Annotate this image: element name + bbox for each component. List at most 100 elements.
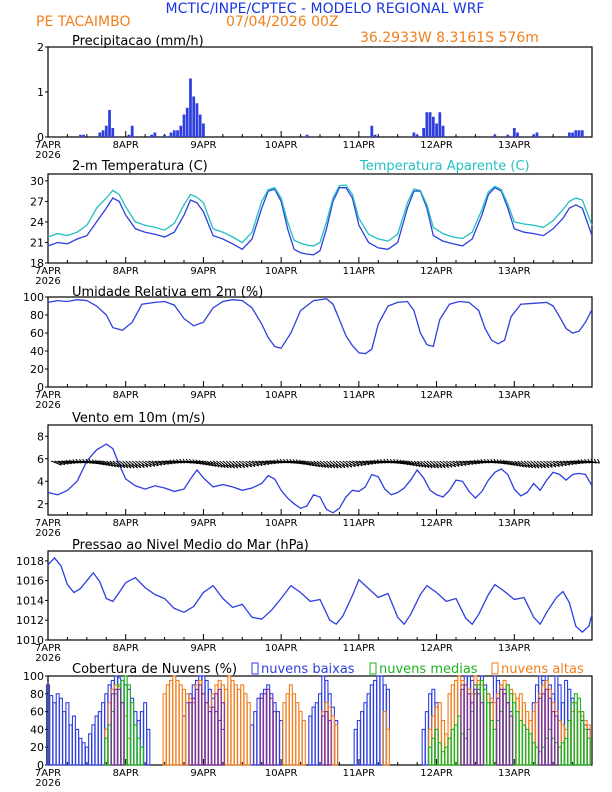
wind-barb — [51, 460, 62, 466]
wind-barb — [154, 460, 166, 466]
wind-barb — [122, 460, 132, 469]
wind-barb — [245, 460, 256, 467]
series-line-wind-blue — [47, 443, 593, 514]
bar-precip-blue — [172, 130, 176, 137]
bar-precip-blue — [415, 134, 419, 137]
ytick-label-clouds: 40 — [30, 723, 44, 736]
bar-precip-blue — [412, 132, 416, 137]
wind-barb — [533, 460, 543, 469]
wind-barb — [144, 460, 155, 467]
wind-barb — [274, 460, 286, 464]
wind-barb — [462, 460, 474, 465]
wind-barb — [167, 460, 179, 464]
bar-precip-blue — [422, 128, 425, 137]
wind-barb — [429, 460, 439, 469]
wind-barb — [271, 460, 283, 464]
wind-barb — [106, 460, 116, 468]
wind-barb — [229, 460, 239, 469]
xtick-label-wind: 8APR — [113, 518, 139, 529]
bar-clouds-green — [586, 737, 591, 766]
wind-barb — [569, 460, 581, 465]
wind-barb — [446, 460, 456, 468]
year-label-precip: 2026 — [35, 150, 60, 161]
bar-precip-blue — [441, 125, 445, 137]
wind-barb — [141, 460, 152, 468]
bar-clouds-orange — [334, 724, 339, 766]
ytick-label-humidity: 20 — [30, 363, 44, 376]
wind-barb — [335, 460, 346, 469]
wind-barb — [365, 460, 377, 465]
wind-barb — [472, 460, 484, 464]
wind-barb — [297, 460, 308, 466]
panel-clouds: Cobertura de Nuvens (%) nuvens baixas nuve… — [23, 662, 593, 789]
wind-barb — [102, 460, 113, 467]
wind-barb — [436, 460, 446, 469]
bar-precip-blue — [182, 114, 186, 137]
ytick-label-temperature: 21 — [30, 236, 44, 249]
wind-barb — [510, 460, 521, 467]
xtick-label-temperature: 9APR — [190, 266, 216, 277]
wind-barb — [225, 460, 235, 469]
wind-barb-flag — [128, 463, 132, 469]
wind-barb — [416, 460, 427, 468]
bar-precip-blue — [516, 132, 519, 137]
bar-precip-blue — [127, 134, 131, 137]
wind-barb — [131, 460, 142, 469]
bar-clouds-purple — [220, 702, 225, 766]
wind-barb-flag — [332, 463, 336, 469]
wind-barb — [442, 460, 453, 468]
wind-barb — [491, 460, 503, 465]
bar-precip-blue — [153, 132, 157, 137]
wind-barb — [549, 460, 560, 468]
bar-precip-blue — [189, 78, 192, 137]
bar-precip-blue — [150, 134, 153, 137]
wind-barb — [83, 460, 95, 464]
bar-precip-blue — [370, 125, 374, 137]
bar-precip-blue — [192, 96, 196, 137]
ytick-label-humidity: 60 — [30, 327, 44, 340]
wind-barb — [423, 460, 433, 469]
xtick-label-humidity: 13APR — [498, 390, 531, 401]
wind-barb — [319, 460, 329, 469]
ytick-label-clouds: 20 — [30, 741, 44, 754]
wind-barb-flag — [543, 463, 546, 469]
wind-barb — [138, 460, 149, 468]
year-label-temperature: 2026 — [35, 276, 60, 287]
wind-barb — [261, 460, 273, 465]
xtick-label-pressure: 12APR — [420, 643, 453, 654]
panel-wind: Vento em 10m (m/s) 2 4 6 8 7APR 8APR 9APR 10APR 1… — [35, 411, 600, 539]
xtick-label-temperature: 13APR — [498, 266, 531, 277]
wind-barb — [394, 460, 406, 465]
wind-barb — [465, 460, 477, 465]
bar-precip-blue — [198, 114, 202, 137]
wind-barb — [520, 460, 530, 469]
wind-barb — [73, 460, 85, 464]
wind-barb — [352, 460, 363, 467]
wind-barb — [397, 460, 409, 466]
wind-barb-flag — [342, 463, 346, 468]
xtick-label-humidity: 10APR — [265, 390, 298, 401]
wind-barb — [60, 460, 72, 465]
wind-barb — [93, 460, 104, 466]
header-coordinates: 36.2933W 8.3161S 576m — [360, 30, 539, 46]
xtick-label-wind: 12APR — [420, 518, 453, 529]
xtick-label-precip: 8APR — [113, 140, 139, 151]
xtick-label-wind: 11APR — [343, 518, 376, 529]
wind-barb — [109, 460, 119, 468]
legend-box-0 — [251, 662, 259, 675]
bar-precip-blue — [98, 132, 102, 137]
xtick-label-clouds: 9APR — [190, 768, 216, 779]
wind-barb — [497, 460, 509, 465]
wind-barb — [316, 460, 326, 468]
wind-barb — [212, 460, 223, 468]
ytick-label-wind: 2 — [37, 498, 44, 511]
ytick-label-clouds: 100 — [23, 670, 44, 683]
wind-barb — [536, 460, 546, 469]
wind-barb — [439, 460, 449, 469]
ytick-label-clouds: 80 — [30, 688, 44, 701]
wind-barb-flag — [439, 463, 443, 469]
bar-precip-blue — [195, 103, 199, 137]
bar-precip-blue — [169, 132, 173, 137]
ytick-label-pressure: 1018 — [16, 555, 44, 568]
